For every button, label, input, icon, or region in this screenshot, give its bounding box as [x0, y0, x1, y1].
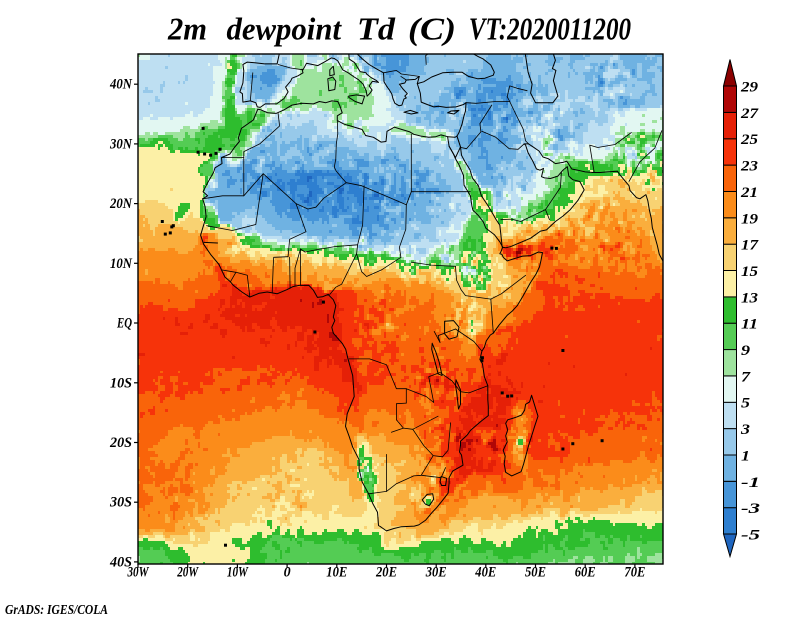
svg-text:17: 17: [741, 238, 759, 254]
svg-text:15: 15: [741, 264, 759, 280]
svg-text:23: 23: [740, 159, 759, 175]
svg-text:9: 9: [741, 343, 751, 359]
svg-text:40S: 40S: [109, 554, 132, 570]
svg-text:10S: 10S: [110, 375, 132, 391]
svg-text:3: 3: [740, 422, 751, 438]
svg-text:19: 19: [741, 211, 759, 227]
svg-text:10E: 10E: [326, 565, 347, 581]
svg-text:-5: -5: [741, 528, 761, 544]
svg-text:11: 11: [741, 317, 758, 333]
svg-text:7: 7: [741, 369, 751, 385]
svg-text:1: 1: [741, 448, 750, 464]
svg-text:29: 29: [740, 80, 759, 96]
svg-text:2m: 2m: [167, 12, 207, 47]
svg-text:-3: -3: [741, 501, 761, 517]
svg-text:20N: 20N: [109, 196, 133, 212]
svg-text:27: 27: [740, 106, 759, 122]
svg-text:21: 21: [740, 185, 758, 201]
svg-text:VT:2020011200: VT:2020011200: [469, 12, 631, 47]
svg-text:20W: 20W: [176, 565, 199, 581]
svg-text:GrADS: IGES/COLA: GrADS: IGES/COLA: [5, 603, 108, 618]
svg-text:dewpoint: dewpoint: [227, 12, 343, 47]
svg-text:20S: 20S: [109, 435, 132, 451]
svg-text:60E: 60E: [575, 565, 596, 581]
svg-text:30N: 30N: [109, 136, 133, 152]
svg-text:0: 0: [284, 565, 291, 581]
svg-text:30W: 30W: [127, 565, 150, 581]
svg-text:10W: 10W: [227, 565, 249, 581]
svg-text:Td: Td: [357, 12, 396, 47]
svg-text:13: 13: [741, 290, 759, 306]
svg-text:25: 25: [740, 132, 759, 148]
svg-text:5: 5: [741, 396, 751, 412]
svg-text:70E: 70E: [624, 565, 645, 581]
svg-text:20E: 20E: [375, 565, 397, 581]
svg-text:40E: 40E: [474, 565, 496, 581]
svg-text:30S: 30S: [109, 495, 132, 511]
svg-text:30E: 30E: [425, 565, 447, 581]
svg-text:EQ: EQ: [116, 316, 132, 332]
svg-text:(C): (C): [408, 12, 456, 47]
svg-text:10N: 10N: [110, 256, 133, 272]
svg-text:40N: 40N: [109, 77, 133, 93]
svg-text:-1: -1: [741, 475, 760, 491]
svg-text:50E: 50E: [525, 565, 546, 581]
